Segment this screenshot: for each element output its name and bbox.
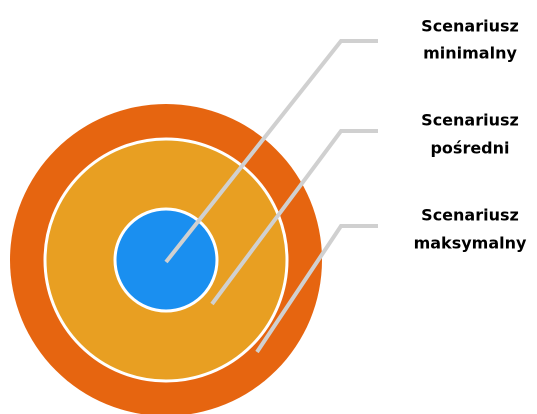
- label: pośredni: [430, 139, 509, 158]
- leader-line: [255, 224, 378, 354]
- label: Scenariusz: [421, 206, 519, 225]
- label: Scenariusz: [421, 17, 519, 36]
- leader-line: [164, 39, 378, 264]
- label: Scenariusz: [421, 111, 519, 130]
- label: maksymalny: [414, 234, 527, 253]
- label: minimalny: [423, 44, 517, 63]
- leader-line: [210, 129, 378, 306]
